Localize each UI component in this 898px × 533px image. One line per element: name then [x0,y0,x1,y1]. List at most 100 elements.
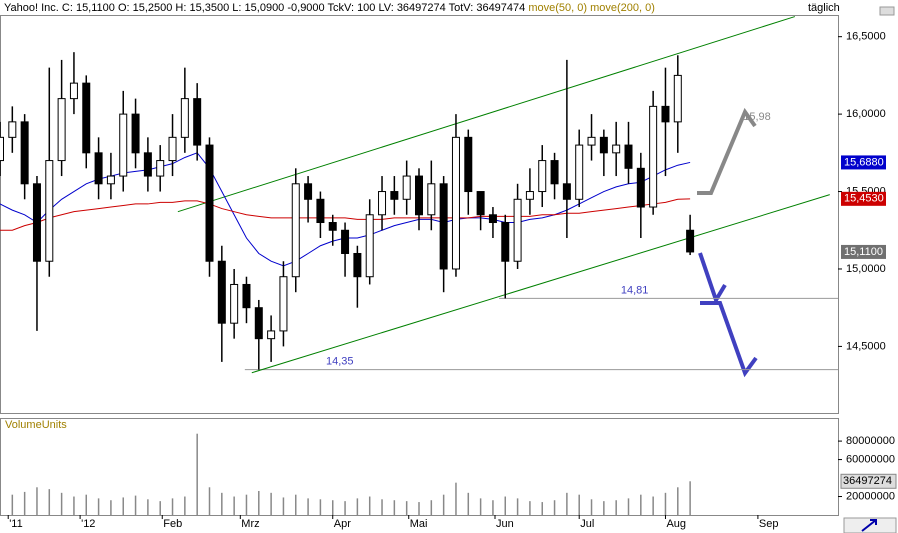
candle-body [217,260,226,324]
x-tick-label: '11 [9,518,23,530]
x-tick-label: Feb [163,518,182,530]
volume-marker [840,473,897,489]
candle-body [193,98,202,146]
candle-body [427,183,436,216]
price-marker [841,244,886,259]
corner-icon [861,519,877,532]
price-marker-label: 15,6880 [844,156,884,168]
candle-body [587,136,596,146]
x-tick-label: Jun [496,518,514,530]
candle-body [488,214,497,224]
candle-body [168,136,177,162]
candle-body [328,222,337,231]
x-tick-label: Aug [666,518,686,530]
candle-body [686,229,695,253]
candle-body [69,82,78,100]
candle-body [673,74,682,123]
x-tick-label: Sep [759,518,779,530]
trendline [251,194,830,374]
legend-ma50: move(50, 0) [528,2,587,14]
price-marker [841,191,886,206]
candle-body [550,160,559,185]
scroll-button[interactable] [879,6,895,16]
candle-body [156,160,165,177]
candle-body [20,121,29,185]
candle-body [0,136,4,162]
candle-body [501,222,510,262]
period: täglich [808,2,840,14]
volume-panel [0,418,839,516]
trendline [177,16,796,213]
candle-body [8,121,17,138]
volume-marker-label: 36497274 [843,475,892,487]
candle-body [562,183,571,200]
candle-body [304,183,313,200]
y-tick-label: 15,0000 [846,263,886,275]
candle-body [32,183,41,262]
candle-body [316,198,325,224]
candle-body [365,214,374,278]
candle-body [451,136,460,270]
candle-body [106,175,115,185]
x-tick-label: Jul [580,518,594,530]
candle-body [415,175,423,216]
candle-body [649,105,658,208]
header: Yahoo! Inc. C: 15,1100 O: 15,2500 H: 15,… [4,2,655,14]
volume-tick-label: 20000000 [846,490,895,502]
x-tick-label: Apr [334,518,351,530]
candle-body [661,105,670,123]
candle-body [636,167,645,208]
volume-tick-label: 60000000 [846,453,895,465]
candle-body [439,183,448,270]
moving-average [0,198,691,231]
candle-body [242,283,251,309]
legend-ma200: move(200, 0) [590,2,655,14]
candle-body [82,82,91,154]
projection-arrow-down [698,252,727,305]
candle-body [57,98,66,162]
price-marker [841,155,886,170]
x-tick-label: '12 [81,518,95,530]
target-label: 15,98 [743,111,771,123]
candle-body [538,160,547,193]
candle-body [378,191,387,216]
candle-body [94,152,103,185]
candle-body [291,183,300,278]
candle-body [45,160,54,262]
x-tick-label: Mrz [241,518,259,530]
price-marker-label: 15,1100 [844,246,883,258]
candle-body [341,229,350,254]
projection-arrow-down [700,301,758,378]
candle-body [254,307,263,340]
candle-body [119,113,128,177]
candle-body [476,191,485,216]
candle-body [205,144,214,262]
candle-body [143,152,152,177]
level-label: 14,81 [621,284,649,296]
candle-body [267,330,276,340]
candle-body [513,198,522,262]
price-panel [0,15,839,414]
volume-title: VolumeUnits [5,419,67,431]
candle-body [612,144,621,154]
candle-body [180,98,189,138]
candle-body [390,191,399,200]
price-marker-label: 15,4530 [844,193,884,205]
candle-body [624,144,633,169]
candle-body [464,136,473,193]
candle-body [599,136,608,154]
candle-body [402,175,411,200]
candle-body [575,144,584,200]
candle-body [525,191,534,200]
candle-body [279,276,288,332]
header-text: Yahoo! Inc. C: 15,1100 O: 15,2500 H: 15,… [4,2,525,14]
y-tick-label: 14,5000 [846,340,886,352]
candle-body [131,113,140,154]
candle-body [353,252,362,278]
volume-tick-label: 80000000 [846,435,895,447]
projection-arrow-up [697,107,757,195]
y-tick-label: 16,5000 [846,31,886,43]
candle-body [230,283,239,324]
